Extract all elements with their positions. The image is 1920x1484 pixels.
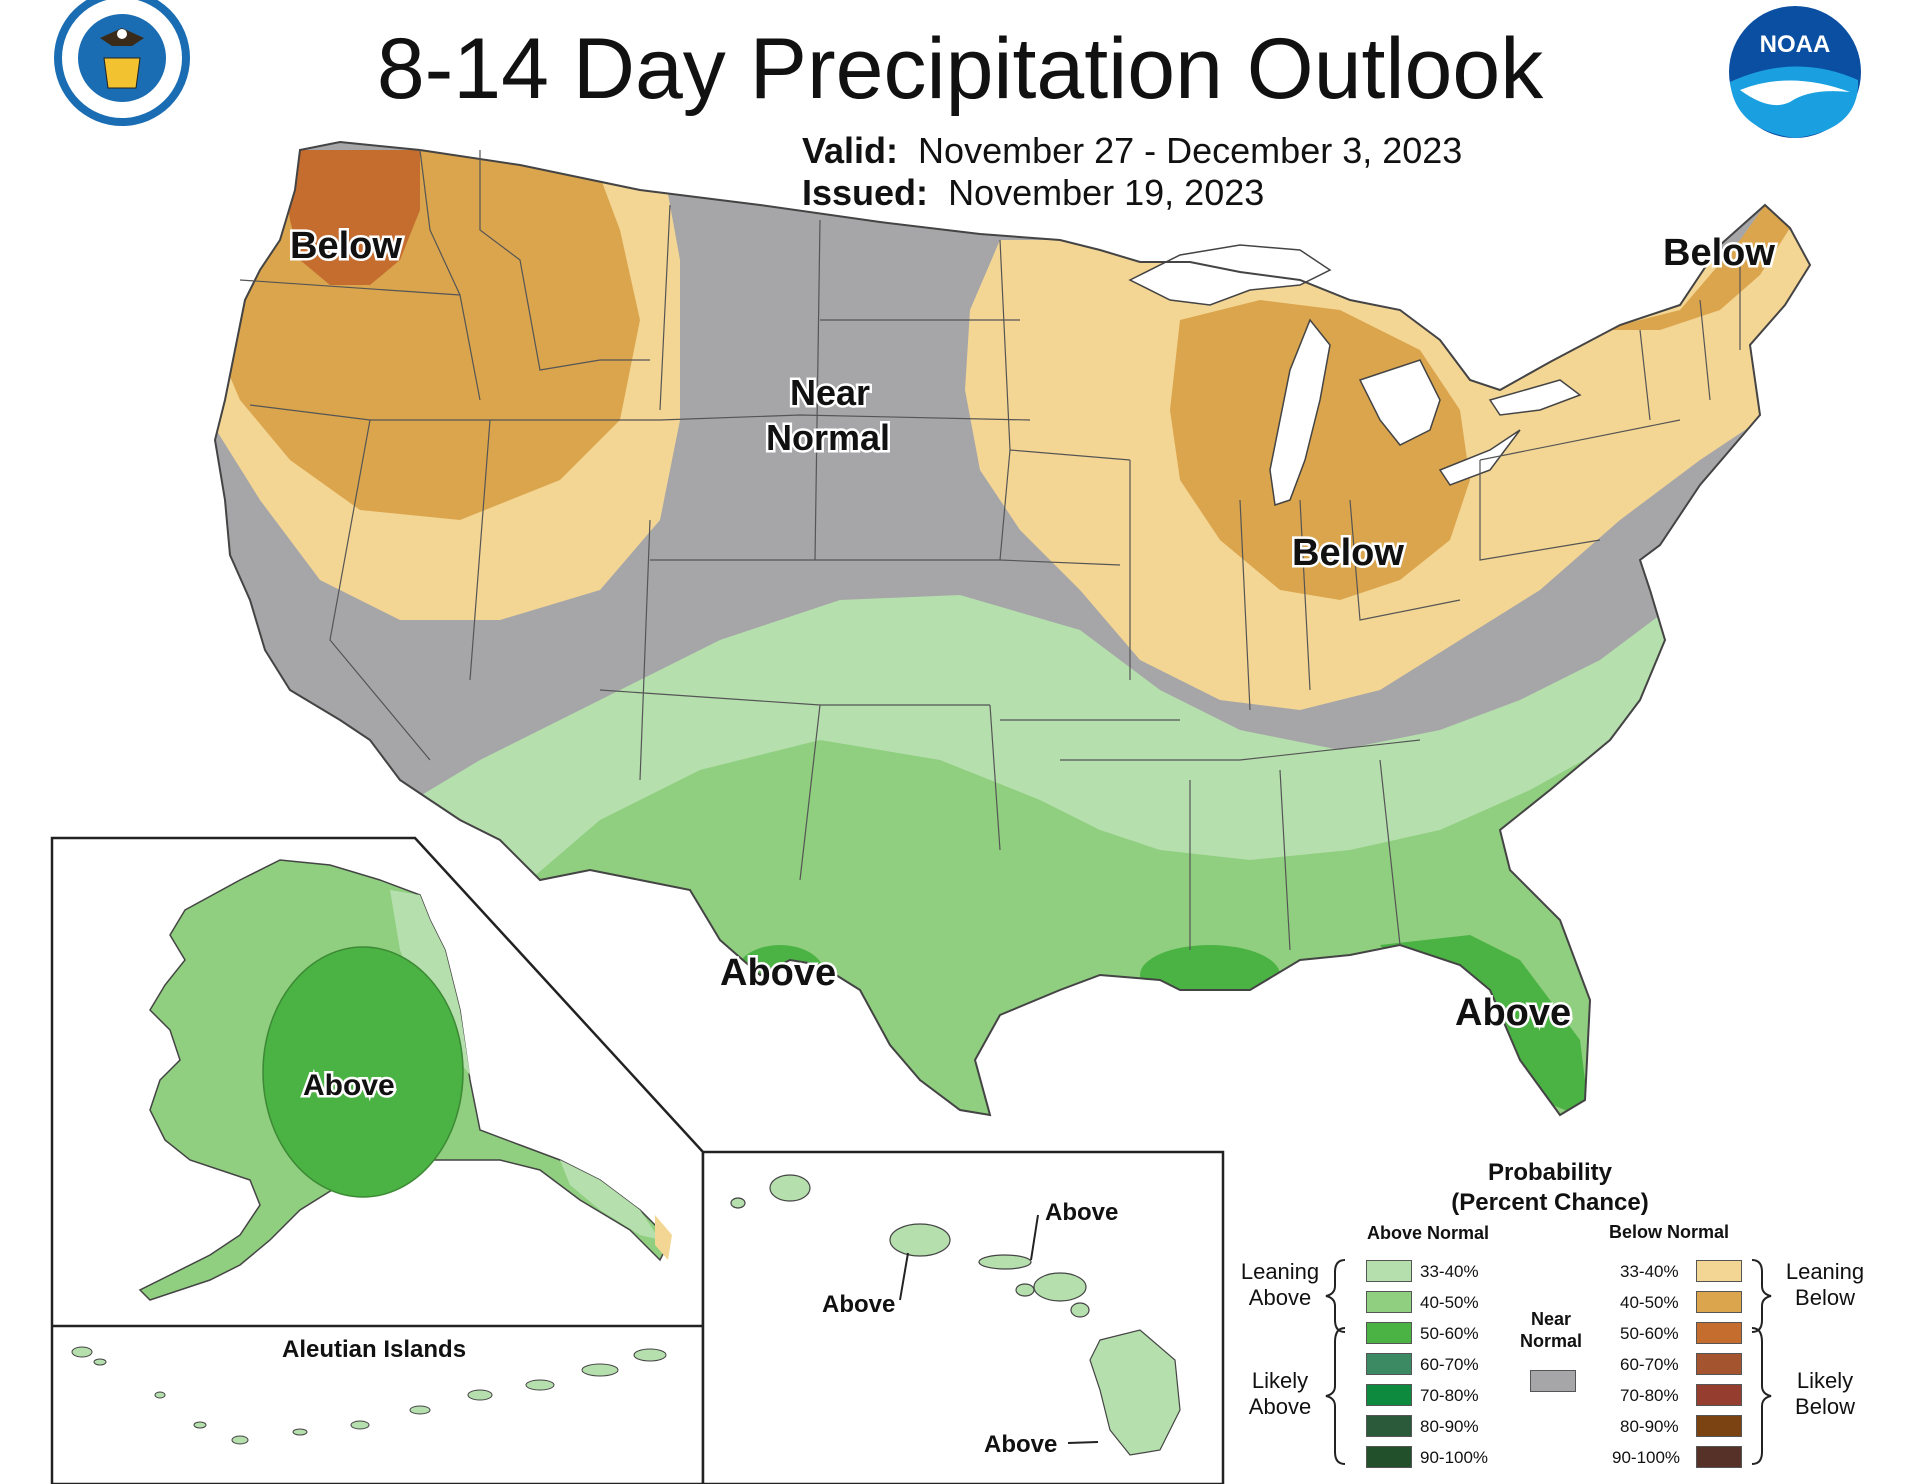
below-50-washington	[280, 150, 420, 285]
legend-swatch-below-40	[1696, 1291, 1742, 1313]
aleutian-islands-shapes	[71, 1346, 667, 1445]
legend-near-normal-label: Near Normal	[1516, 1308, 1586, 1352]
legend-title-line-2: (Percent Chance)	[1451, 1189, 1649, 1216]
legend-swatch-near-normal	[1530, 1370, 1576, 1392]
legend-swatch-above-80	[1366, 1415, 1412, 1437]
noaa-logo: NOAA	[1729, 6, 1861, 138]
legend-swatch-below-90	[1696, 1446, 1742, 1468]
legend-swatch-above-40	[1366, 1291, 1412, 1313]
legend-above-pct-3: 60-70%	[1420, 1355, 1479, 1374]
below-40-maine	[1600, 205, 1790, 330]
legend-above-pct-2: 50-60%	[1420, 1324, 1479, 1343]
legend-leaning-below-1: Leaning	[1785, 1259, 1865, 1284]
legend-likely-above-1: Likely	[1251, 1368, 1309, 1393]
legend-leaning-below: Leaning Below	[1785, 1259, 1865, 1311]
label-ne-below: Below	[1663, 232, 1775, 274]
hawaii-islands	[730, 1174, 1181, 1456]
legend-swatch-below-50	[1696, 1322, 1742, 1344]
legend-likely-above: Likely Above	[1240, 1368, 1320, 1420]
label-hawaii-above-1: Above	[822, 1291, 895, 1318]
legend-swatch-above-90	[1366, 1446, 1412, 1468]
legend-likely-below-1: Likely	[1796, 1368, 1854, 1393]
valid-value: November 27 - December 3, 2023	[918, 130, 1463, 171]
hawaii-pointers	[899, 1214, 1099, 1444]
page-title: 8-14 Day Precipitation Outlook	[376, 21, 1544, 117]
label-near-normal-1: Near	[790, 372, 870, 413]
great-lakes	[1128, 244, 1582, 506]
legend-above-pct-5: 80-90%	[1420, 1417, 1479, 1436]
label-hawaii-above-3: Above	[984, 1431, 1057, 1458]
legend-below-pct-1: 40-50%	[1620, 1293, 1679, 1312]
legend-leaning-above-2: Above	[1248, 1285, 1312, 1310]
legend-below-pct-4: 70-80%	[1620, 1386, 1679, 1405]
legend-title: Probability (Percent Chance)	[1405, 1158, 1695, 1218]
alaska-below-panhandle	[655, 1215, 672, 1260]
legend-leaning-above-1: Leaning	[1240, 1259, 1320, 1284]
legend-swatch-below-70	[1696, 1384, 1742, 1406]
legend-leaning-above: Leaning Above	[1240, 1259, 1320, 1311]
state-borders	[239, 149, 1741, 951]
noaa-logo-text: NOAA	[1760, 31, 1831, 58]
legend-likely-below: Likely Below	[1785, 1368, 1865, 1420]
legend-likely-below-2: Below	[1795, 1394, 1855, 1419]
legend-leaning-below-2: Below	[1795, 1285, 1855, 1310]
legend-below-pct-0: 33-40%	[1620, 1262, 1679, 1281]
label-texas-above: Above	[720, 952, 836, 994]
legend-title-line-1: Probability	[1487, 1159, 1613, 1186]
issued-label: Issued:	[802, 172, 929, 213]
label-florida-above: Above	[1455, 992, 1571, 1034]
legend-near-2: Normal	[1519, 1331, 1582, 1351]
legend-swatch-above-33	[1366, 1260, 1412, 1282]
legend-swatch-above-50	[1366, 1322, 1412, 1344]
valid-label: Valid:	[802, 130, 899, 171]
legend-below-pct-3: 60-70%	[1620, 1355, 1679, 1374]
issued-value: November 19, 2023	[948, 172, 1265, 213]
valid-issued-block: Valid: November 27 - December 3, 2023 Is…	[802, 130, 1462, 214]
legend-swatch-below-80	[1696, 1415, 1742, 1437]
label-hawaii-above-2: Above	[1045, 1199, 1118, 1226]
label-aleutian-islands: Aleutian Islands	[282, 1336, 466, 1363]
legend-below-pct-6: 90-100%	[1612, 1448, 1681, 1467]
label-nw-below: Below	[290, 225, 402, 267]
commerce-seal	[54, 0, 190, 126]
legend-above-pct-0: 33-40%	[1420, 1262, 1479, 1281]
legend-likely-above-2: Above	[1248, 1394, 1312, 1419]
legend-swatch-below-60	[1696, 1353, 1742, 1375]
legend-swatch-above-60	[1366, 1353, 1412, 1375]
legend-below-pct-2: 50-60%	[1620, 1324, 1679, 1343]
label-alaska-above: Above	[303, 1069, 395, 1102]
alaska-33-panhandle	[560, 1160, 660, 1240]
legend-swatch-above-70	[1366, 1384, 1412, 1406]
legend-above-head: Above Normal	[1367, 1223, 1490, 1243]
legend-below-head: Below Normal	[1609, 1222, 1730, 1242]
alaska-above-50	[262, 946, 464, 1198]
legend-near-1: Near	[1530, 1309, 1572, 1329]
label-near-normal-2: Normal	[766, 417, 890, 458]
label-great-lakes-below: Below	[1292, 532, 1404, 574]
legend-above-pct-1: 40-50%	[1420, 1293, 1479, 1312]
legend-above-pct-4: 70-80%	[1420, 1386, 1479, 1405]
legend-above-pct-6: 90-100%	[1420, 1448, 1489, 1467]
legend-swatch-below-33	[1696, 1260, 1742, 1282]
legend-below-pct-5: 80-90%	[1620, 1417, 1679, 1436]
